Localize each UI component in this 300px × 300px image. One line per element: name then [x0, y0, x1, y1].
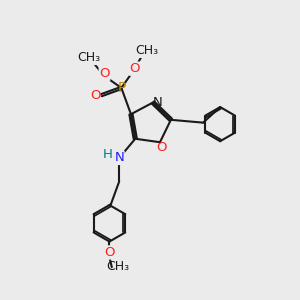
Text: CH₃: CH₃	[106, 260, 129, 273]
Text: O: O	[104, 246, 115, 259]
Text: CH₃: CH₃	[136, 44, 159, 57]
Text: CH₃: CH₃	[77, 52, 101, 64]
Text: O: O	[90, 89, 101, 102]
Text: O: O	[99, 67, 110, 80]
Text: P: P	[117, 81, 126, 95]
Text: N: N	[114, 152, 124, 164]
Text: H: H	[103, 148, 113, 161]
Text: O: O	[156, 141, 167, 154]
Text: N: N	[153, 96, 163, 109]
Text: O: O	[129, 62, 140, 75]
